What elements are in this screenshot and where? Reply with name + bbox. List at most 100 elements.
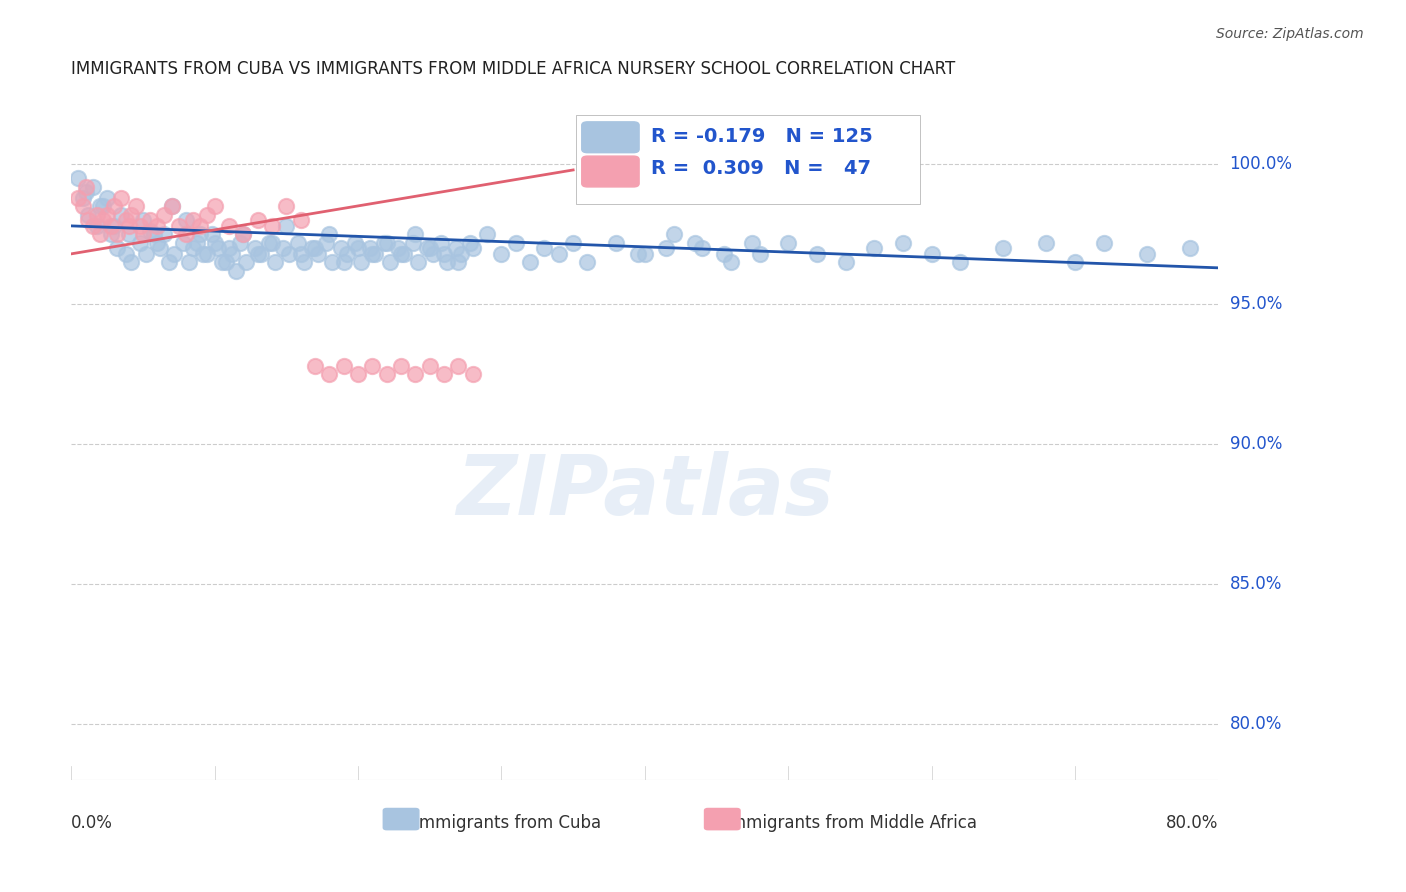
Point — [100, 219, 122, 233]
Point — [139, 213, 162, 227]
Point — [378, 255, 401, 269]
Point — [160, 199, 183, 213]
Point — [433, 247, 456, 261]
Point — [257, 235, 280, 250]
Point — [193, 247, 215, 261]
Point — [121, 208, 143, 222]
Point — [260, 235, 283, 250]
Point — [321, 255, 343, 269]
Point — [1178, 241, 1201, 255]
Point — [67, 191, 90, 205]
Point — [153, 227, 176, 242]
Point — [232, 227, 254, 242]
Point — [655, 241, 678, 255]
Point — [86, 219, 108, 233]
Point — [332, 359, 354, 373]
Point — [1035, 235, 1057, 250]
Point — [634, 247, 657, 261]
Point — [167, 219, 190, 233]
Point — [153, 208, 176, 222]
Point — [139, 225, 162, 239]
Point — [318, 367, 340, 381]
Point — [416, 241, 439, 255]
Point — [77, 208, 100, 222]
Point — [332, 255, 354, 269]
Point — [475, 227, 498, 242]
Point — [110, 208, 132, 222]
Point — [290, 213, 312, 227]
Point — [863, 241, 886, 255]
Text: 85.0%: 85.0% — [1230, 574, 1282, 593]
Point — [177, 255, 200, 269]
Point — [100, 227, 122, 242]
Point — [103, 199, 125, 213]
Point — [82, 179, 104, 194]
Point — [91, 213, 114, 227]
Point — [458, 235, 481, 250]
Point — [129, 219, 152, 233]
Point — [505, 235, 527, 250]
Point — [188, 227, 211, 242]
Point — [361, 359, 384, 373]
Point — [67, 171, 90, 186]
Point — [287, 235, 309, 250]
Point — [82, 219, 104, 233]
Point — [461, 241, 484, 255]
Point — [149, 241, 172, 255]
Point — [181, 241, 204, 255]
Point — [301, 241, 323, 255]
Point — [121, 255, 143, 269]
Point — [273, 241, 295, 255]
Point — [404, 227, 426, 242]
Text: ZIPatlas: ZIPatlas — [456, 451, 834, 533]
Point — [347, 367, 370, 381]
Point — [207, 241, 229, 255]
Point — [422, 247, 444, 261]
Point — [921, 247, 943, 261]
Point — [533, 241, 555, 255]
Point — [135, 247, 157, 261]
Point — [204, 235, 226, 250]
Point — [1064, 255, 1087, 269]
Point — [163, 247, 186, 261]
Point — [89, 227, 111, 242]
Point — [375, 235, 398, 250]
Point — [264, 255, 287, 269]
Point — [75, 186, 97, 200]
Point — [218, 219, 240, 233]
Point — [290, 247, 312, 261]
Point — [433, 367, 456, 381]
Point — [491, 247, 513, 261]
FancyBboxPatch shape — [704, 808, 740, 830]
Point — [105, 227, 128, 242]
Point — [562, 235, 585, 250]
Point — [292, 255, 315, 269]
Point — [373, 235, 395, 250]
Point — [75, 179, 97, 194]
Point — [246, 247, 269, 261]
Point — [215, 255, 238, 269]
Point — [364, 247, 387, 261]
Point — [347, 241, 370, 255]
Point — [419, 241, 441, 255]
Text: Source: ZipAtlas.com: Source: ZipAtlas.com — [1216, 27, 1364, 41]
Point — [211, 255, 233, 269]
Point — [201, 227, 224, 242]
Point — [404, 367, 426, 381]
Point — [315, 235, 337, 250]
Point — [204, 199, 226, 213]
Point — [218, 241, 240, 255]
Point — [834, 255, 856, 269]
Point — [375, 367, 398, 381]
Text: 90.0%: 90.0% — [1230, 435, 1282, 453]
Point — [125, 199, 148, 213]
Point — [278, 247, 301, 261]
Point — [235, 255, 257, 269]
Point — [450, 247, 472, 261]
Point — [225, 263, 247, 277]
Point — [1136, 247, 1159, 261]
Point — [172, 235, 194, 250]
Point — [96, 191, 118, 205]
FancyBboxPatch shape — [384, 808, 419, 830]
Point — [605, 235, 627, 250]
